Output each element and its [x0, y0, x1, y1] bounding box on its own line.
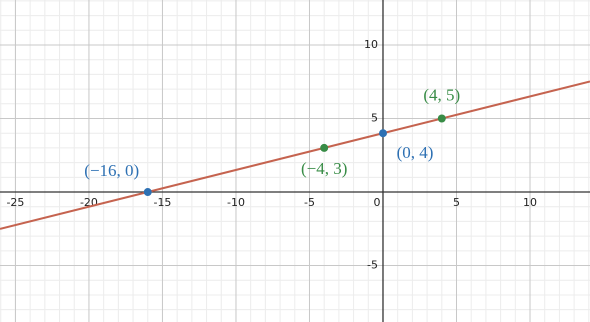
- x-tick-label: -10: [227, 196, 245, 209]
- x-tick-label: -25: [6, 196, 24, 209]
- x-tick-label: -5: [304, 196, 315, 209]
- point-label: (−16, 0): [84, 161, 139, 180]
- x-tick-label: 0: [373, 196, 380, 209]
- y-tick-label: 5: [371, 112, 378, 125]
- point-label: (0, 4): [397, 143, 434, 162]
- line: [0, 80, 590, 230]
- point: [378, 129, 387, 138]
- point: [437, 114, 446, 123]
- y-tick-label: -5: [367, 259, 378, 272]
- point: [143, 188, 152, 197]
- point-label: (4, 5): [423, 85, 460, 104]
- point: [320, 143, 329, 152]
- x-tick-label: 5: [453, 196, 460, 209]
- x-tick-label: -15: [153, 196, 171, 209]
- y-tick-label: 10: [364, 38, 378, 51]
- x-tick-label: 10: [523, 196, 537, 209]
- point-label: (−4, 3): [301, 159, 347, 178]
